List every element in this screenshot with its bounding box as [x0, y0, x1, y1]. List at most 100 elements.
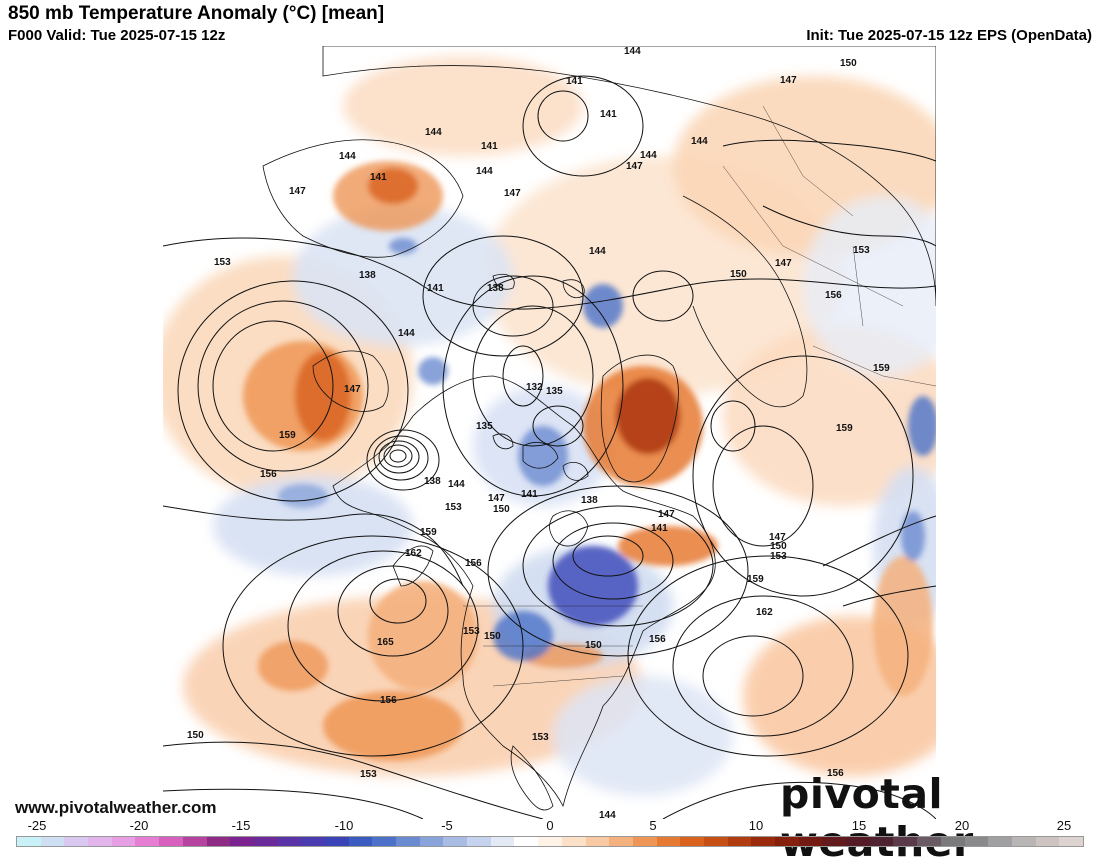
colorbar-swatch [988, 837, 1012, 846]
contour-label: 144 [640, 150, 657, 161]
contour-label: 147 [780, 75, 797, 86]
contour-label: 147 [775, 258, 792, 269]
colorbar-swatch [964, 837, 989, 846]
init-time: Init: Tue 2025-07-15 12z EPS (OpenData) [806, 27, 1092, 44]
contour-label: 147 [658, 509, 675, 520]
colorbar-swatch [301, 837, 325, 846]
colorbar-swatch [324, 837, 349, 846]
contour-label: 153 [853, 245, 870, 256]
colorbar-tick: -25 [27, 818, 47, 833]
colorbar-swatch [40, 837, 65, 846]
colorbar-tick: 25 [1056, 818, 1072, 833]
contour-label: 150 [484, 631, 501, 642]
contour-label: 150 [585, 640, 602, 651]
colorbar-swatch [17, 837, 41, 846]
contour-label: 156 [827, 768, 844, 779]
colorbar-swatch [514, 837, 539, 846]
contour-label: 159 [279, 430, 296, 441]
contour-label: 141 [600, 109, 617, 120]
colorbar-swatch [869, 837, 894, 846]
contour-label: 150 [770, 541, 787, 552]
contour-label: 132 [526, 382, 543, 393]
colorbar-swatch [940, 837, 965, 846]
contour-label: 150 [187, 730, 204, 741]
contour-label: 150 [493, 504, 510, 515]
colorbar-swatch [467, 837, 491, 846]
colorbar-swatch [277, 837, 302, 846]
contour-label: 144 [425, 127, 442, 138]
contour-label: 156 [649, 634, 666, 645]
colorbar-tick: 0 [546, 818, 554, 833]
colorbar-swatch [182, 837, 207, 846]
colorbar-swatch [585, 837, 610, 846]
contour-label: 156 [465, 558, 482, 569]
contour-label: 144 [599, 810, 616, 819]
contour-label: 135 [546, 386, 563, 397]
contour-label: 150 [840, 58, 857, 69]
colorbar-swatch [822, 837, 847, 846]
contour-label: 141 [427, 283, 444, 294]
contour-label: 162 [756, 607, 773, 618]
colorbar-swatch [846, 837, 870, 846]
contour-label: 147 [626, 161, 643, 172]
colorbar-tick: 20 [954, 818, 970, 833]
colorbar-swatch [88, 837, 112, 846]
contour-label: 147 [289, 186, 306, 197]
contour-label: 153 [445, 502, 462, 513]
contour-label: 138 [487, 283, 504, 294]
site-url[interactable]: www.pivotalweather.com [15, 798, 217, 817]
colorbar-swatch [490, 837, 515, 846]
colorbar-swatch [206, 837, 231, 846]
contour-label: 153 [770, 551, 787, 562]
contour-label: 162 [405, 548, 422, 559]
colorbar-labels: -25 -20 -15 -10 -5 0 5 10 15 20 25 [0, 818, 1100, 834]
colorbar [16, 836, 1084, 847]
map-title: 850 mb Temperature Anomaly (°C) [mean] [8, 3, 385, 24]
contour-label: 159 [420, 527, 437, 538]
contour-label: 156 [825, 290, 842, 301]
colorbar-swatch [348, 837, 373, 846]
contour-label: 153 [360, 769, 377, 780]
contour-label: 147 [488, 493, 505, 504]
contour-label: 147 [504, 188, 521, 199]
colorbar-tick: 15 [851, 818, 867, 833]
colorbar-swatch [419, 837, 444, 846]
colorbar-swatch [372, 837, 396, 846]
colorbar-swatch [632, 837, 657, 846]
colorbar-swatch [538, 837, 562, 846]
colorbar-swatch [1035, 837, 1060, 846]
contour-label: 141 [521, 489, 538, 500]
colorbar-swatch [443, 837, 468, 846]
anomaly-map: 144 141 147 150 144 141 144 147 141 144 … [163, 46, 936, 819]
valid-time: F000 Valid: Tue 2025-07-15 12z [8, 27, 226, 44]
contour-label: 144 [476, 166, 493, 177]
colorbar-swatch [111, 837, 136, 846]
contour-label: 135 [476, 421, 493, 432]
contour-label: 138 [424, 476, 441, 487]
contour-label: 138 [359, 270, 376, 281]
contour-label: 144 [691, 136, 708, 147]
map-canvas: 144 141 147 150 144 141 144 147 141 144 … [163, 46, 936, 819]
contour-label: 153 [214, 257, 231, 268]
colorbar-swatch [751, 837, 775, 846]
contour-label: 141 [370, 172, 387, 183]
colorbar-swatch [64, 837, 89, 846]
colorbar-swatch [656, 837, 681, 846]
colorbar-swatch [775, 837, 799, 846]
contour-label: 141 [481, 141, 498, 152]
contour-label: 159 [873, 363, 890, 374]
colorbar-swatch [703, 837, 728, 846]
contour-label: 147 [769, 532, 786, 543]
contour-label: 150 [730, 269, 747, 280]
contour-label: 156 [380, 695, 397, 706]
colorbar-tick: 10 [748, 818, 764, 833]
colorbar-swatch [727, 837, 752, 846]
contour-labels: 144 141 147 150 144 141 144 147 141 144 … [187, 46, 890, 819]
contour-label: 144 [589, 246, 606, 257]
colorbar-swatch [798, 837, 823, 846]
colorbar-swatch [917, 837, 941, 846]
contour-label: 144 [448, 479, 465, 490]
colorbar-swatch [396, 837, 420, 846]
contour-label: 165 [377, 637, 394, 648]
contour-label: 159 [747, 574, 764, 585]
